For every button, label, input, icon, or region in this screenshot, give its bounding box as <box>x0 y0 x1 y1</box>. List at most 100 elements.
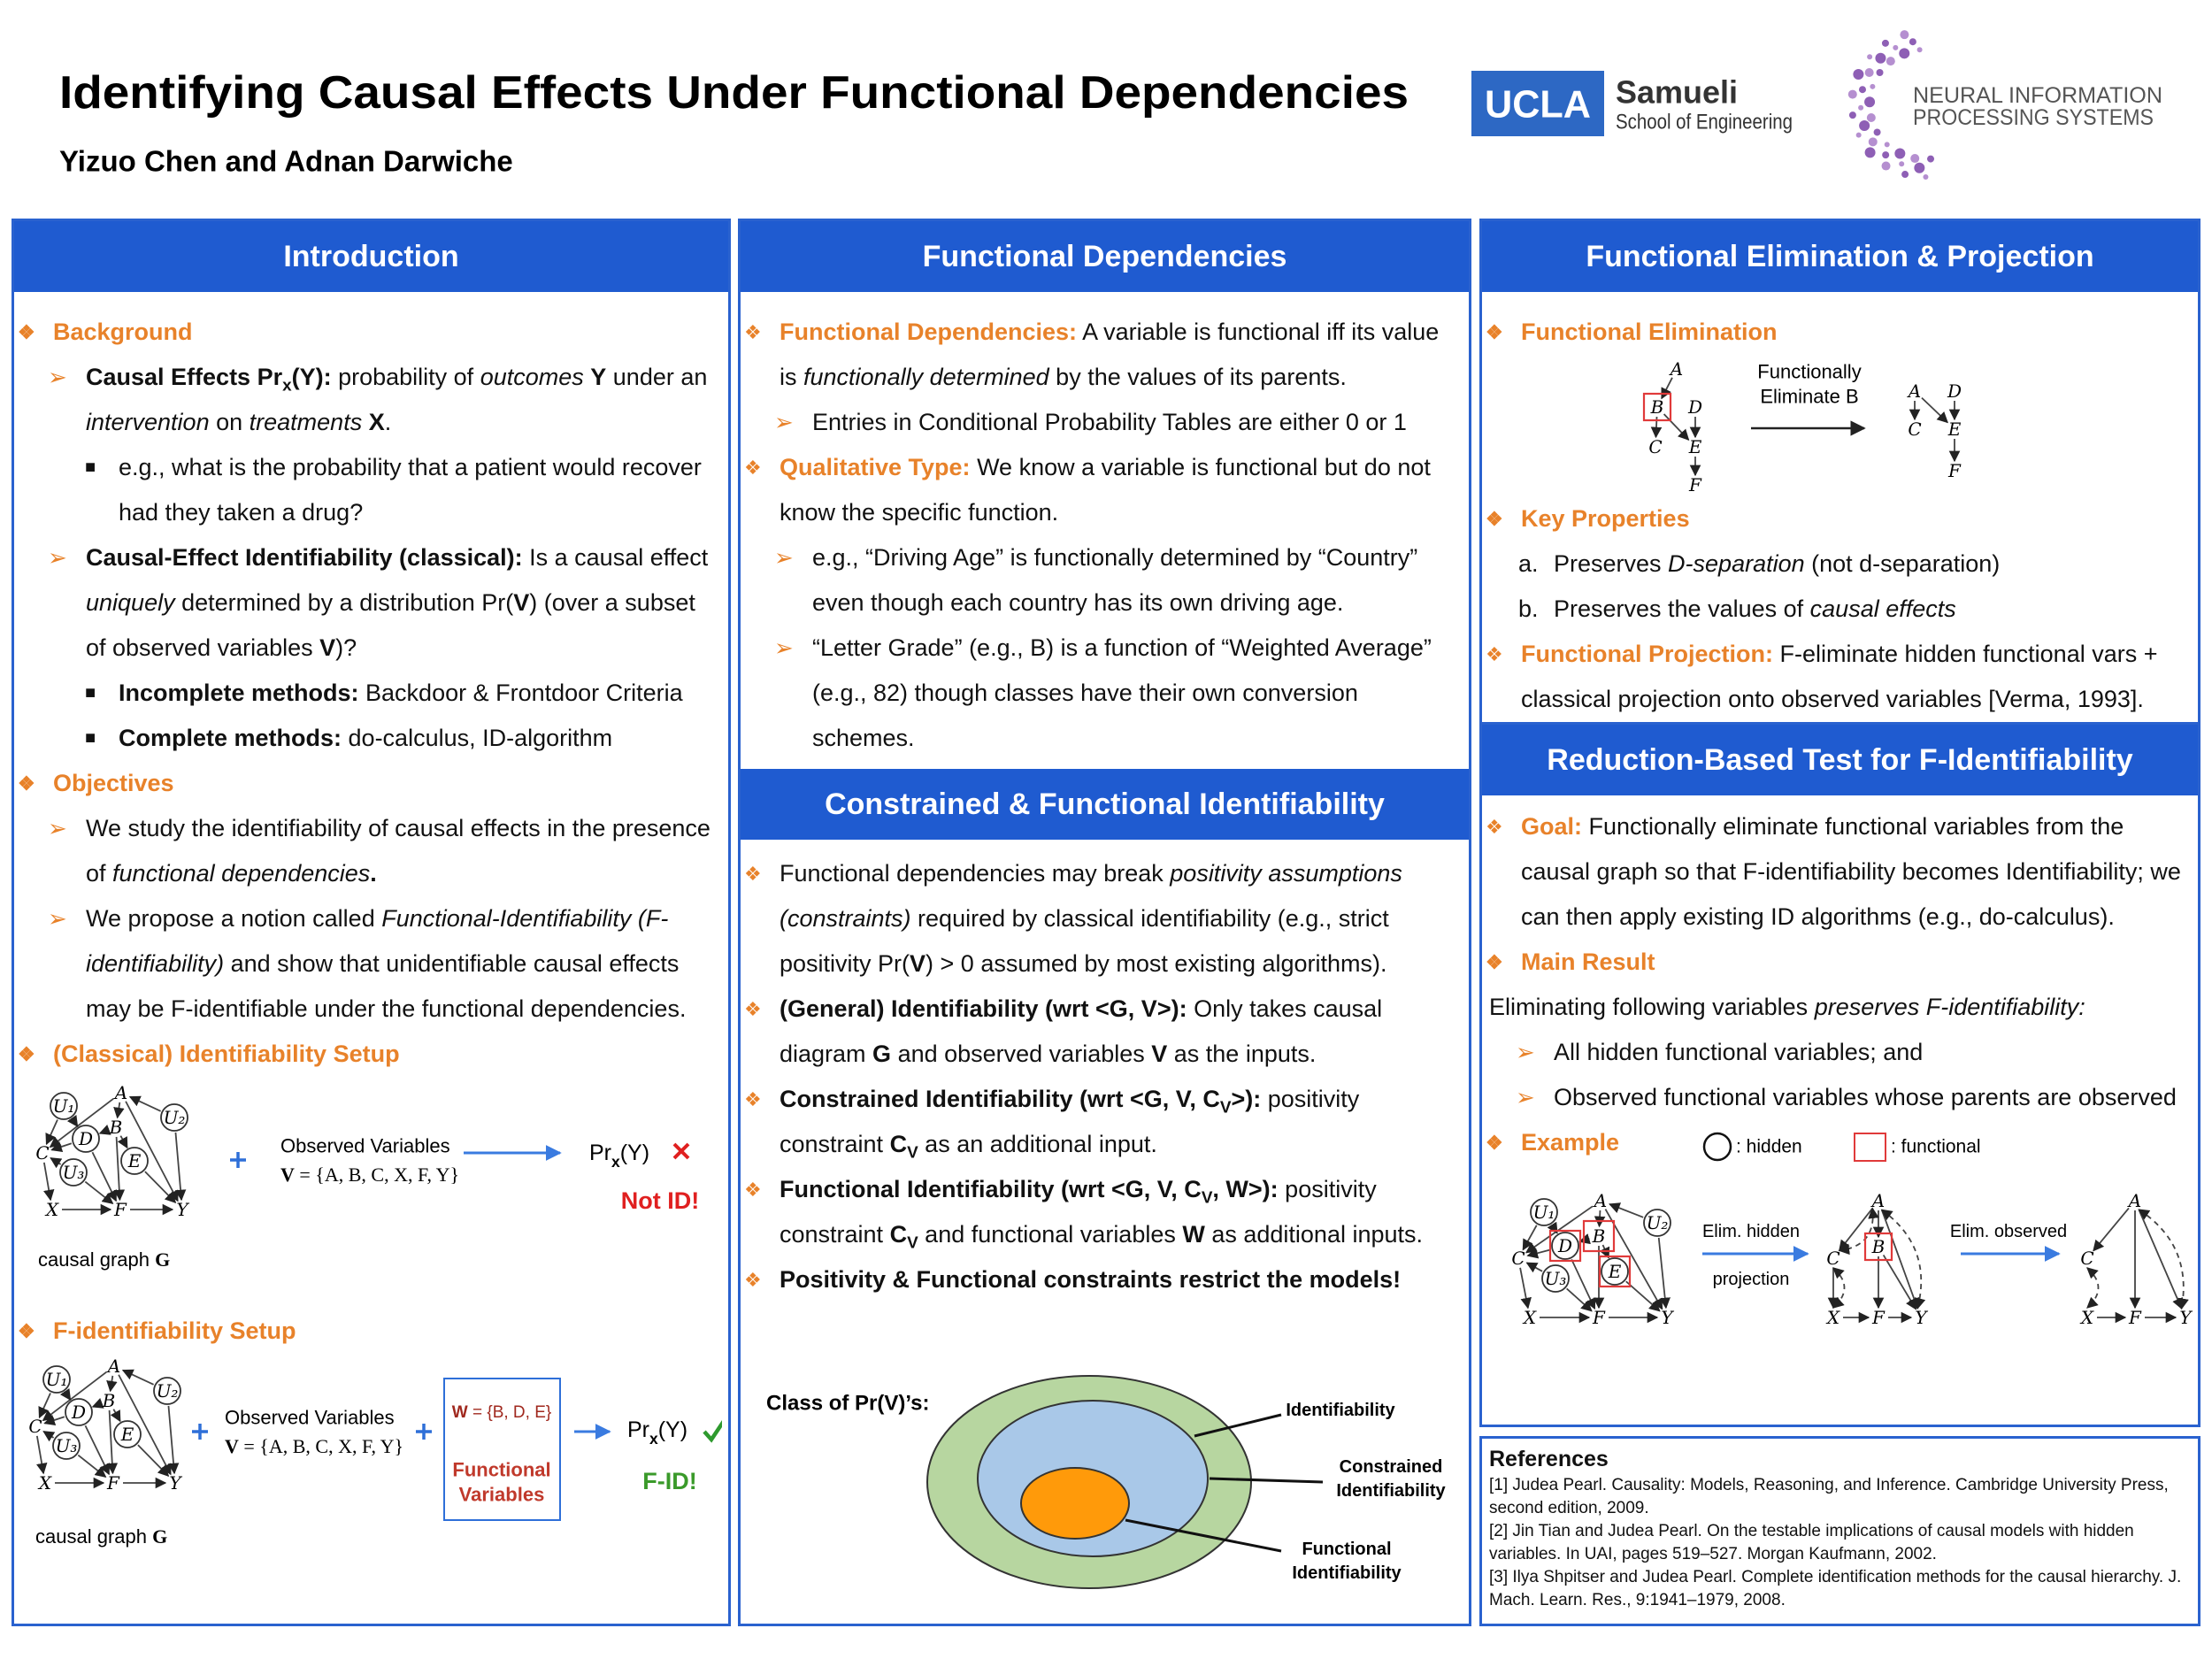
graph-node-circle <box>50 1092 78 1120</box>
text-part: Observed functional variables whose pare… <box>1554 1084 2177 1110</box>
bullet: We study the identifiability of causal e… <box>14 806 718 896</box>
text-part: F-eliminate hidden functional vars + cla… <box>1521 641 2158 712</box>
text-part: e.g., “Driving Age” is functionally dete… <box>812 544 1418 616</box>
text-part: e.g., what is the probability that a pat… <box>119 454 702 526</box>
text-part: positivity assumptions (constraints) <box>780 860 1402 932</box>
label: Prx(Y) <box>627 1417 687 1448</box>
region-label: Identifiability <box>1292 1563 1402 1583</box>
label: causal graph G <box>38 1248 170 1271</box>
graph-edge <box>144 1171 177 1204</box>
bullet: Functional Identifiability (wrt <G, V, C… <box>741 1167 1458 1257</box>
graph-edge <box>42 1371 107 1422</box>
f-setup-figure: U₁ A U₂ DB C E U₃X F Y Observed Variables V = {A, … <box>28 1356 722 1548</box>
graph-edge <box>1522 1225 1538 1251</box>
section-title: Key Properties <box>1482 496 2187 541</box>
graph-node-label: A <box>113 1082 127 1103</box>
text-part: determined by a distribution Pr( <box>174 589 514 616</box>
text-part: by the values of its parents. <box>1048 364 1347 390</box>
text-part: under an <box>606 364 708 390</box>
text-part: V <box>1219 1098 1232 1118</box>
text-part: V <box>907 1233 918 1253</box>
region-label: Functional <box>1302 1540 1391 1559</box>
graph-node-label: U₁ <box>46 1369 68 1390</box>
graph-edge <box>128 1095 161 1112</box>
logo-dot <box>1881 161 1891 171</box>
graph-edge <box>38 1393 51 1419</box>
text-part: Incomplete methods: <box>119 680 359 706</box>
graph-edge <box>106 1375 118 1393</box>
neurips-logo-line: NEURAL INFORMATION <box>1913 83 2162 108</box>
label: Eliminate B <box>1760 386 1858 408</box>
text-part: C <box>889 1131 908 1157</box>
section-title: F-identifiability Setup <box>14 1309 718 1354</box>
text-part: Constrained Identifiability (wrt <G, V, … <box>780 1086 1220 1112</box>
graph-edge <box>118 1374 172 1476</box>
graph-edge <box>42 1162 55 1202</box>
text-part: W <box>1182 1221 1205 1248</box>
graph-edge <box>174 1132 187 1202</box>
poster-title: Identifying Causal Effects Under Functio… <box>59 67 1409 119</box>
text-part: Positivity & Functional constraints rest… <box>780 1266 1402 1293</box>
logo-dot <box>1882 151 1890 159</box>
graph-node-label: F <box>1871 1307 1886 1328</box>
text-part: “Letter Grade” (e.g., B) is a function o… <box>812 634 1432 751</box>
text-part: Complete methods: <box>119 725 342 751</box>
text-part: G <box>155 1248 170 1271</box>
graph-node-box <box>1642 392 1672 422</box>
graph-edge <box>1571 1259 1596 1310</box>
graph-edge <box>1526 1248 1551 1259</box>
logo-dot <box>1893 44 1899 50</box>
figure-title: Class of Pr(V)’s: <box>766 1392 930 1416</box>
graph-node-label: F <box>106 1472 120 1494</box>
label: V = {A, B, C, X, F, Y} <box>280 1164 459 1186</box>
graph-node-label: E <box>127 1150 142 1171</box>
bullet: Qualitative Type: We know a variable is … <box>741 445 1458 535</box>
graph-edge <box>1525 1205 1594 1254</box>
text-part: Functional Identifiability (wrt <G, V, C <box>780 1176 1202 1202</box>
text-part: Only takes causal diagram <box>780 995 1383 1067</box>
graph-node-circle <box>65 1398 93 1426</box>
pointer <box>1125 1518 1282 1553</box>
text-part: A variable is functional iff its value i… <box>780 319 1440 390</box>
text-part: = {B, D, E} <box>468 1403 552 1422</box>
text-part <box>362 409 369 435</box>
graph-bidirected-edge <box>2138 1209 2189 1310</box>
check-icon <box>703 1419 722 1443</box>
graph-edge <box>84 1180 114 1204</box>
text-part: V <box>1151 1041 1168 1067</box>
graph-node-label: D <box>1687 396 1702 418</box>
text-part: W <box>452 1403 468 1422</box>
step-label: projection <box>1713 1270 1790 1289</box>
panel-heading: Reduction-Based Test for F-Identifiabili… <box>1482 725 2198 795</box>
text-part: (not d-separation) <box>1804 550 2001 577</box>
graph-node-label: C <box>1826 1248 1839 1269</box>
region-label: Identifiability <box>1336 1481 1446 1501</box>
graph-edge <box>125 1101 179 1202</box>
logo-dot <box>1875 52 1886 64</box>
graph-node-label: U₂ <box>164 1107 186 1128</box>
label: Variables <box>459 1484 545 1506</box>
bullet: Functional Dependencies: A variable is f… <box>741 310 1458 400</box>
bullet: (General) Identifiability (wrt <G, V>): … <box>741 987 1458 1077</box>
middle-panel: Functional Dependencies Functional Depen… <box>738 219 1471 1626</box>
text-part: (Y) <box>658 1417 687 1442</box>
logo-dot <box>1899 161 1905 167</box>
graph-node-label: C <box>1648 436 1662 457</box>
bullet: “Letter Grade” (e.g., B) is a function o… <box>741 626 1458 761</box>
bullet: Causal-Effect Identifiability (classical… <box>14 535 718 671</box>
logo-dot <box>1864 96 1876 108</box>
graph-node-label: F <box>113 1199 127 1220</box>
graph-node-label: C <box>35 1142 49 1164</box>
cross-icon <box>672 1142 690 1160</box>
logo-dot <box>1900 30 1909 40</box>
graph-edge <box>2093 1207 2130 1252</box>
graph-node-label: U₂ <box>157 1380 179 1402</box>
graph-node-label: Y <box>2179 1307 2193 1328</box>
pointer <box>1209 1477 1324 1484</box>
graph-edge <box>98 1124 111 1135</box>
bullet: Entries in Conditional Probability Table… <box>741 400 1458 445</box>
logo-dot <box>1910 154 1920 164</box>
section-title: (Classical) Identifiability Setup <box>14 1032 718 1077</box>
classical-setup-figure: U₁ A U₂ DB C E U₃X F Y Observed Variables V = {A, … <box>35 1082 699 1271</box>
